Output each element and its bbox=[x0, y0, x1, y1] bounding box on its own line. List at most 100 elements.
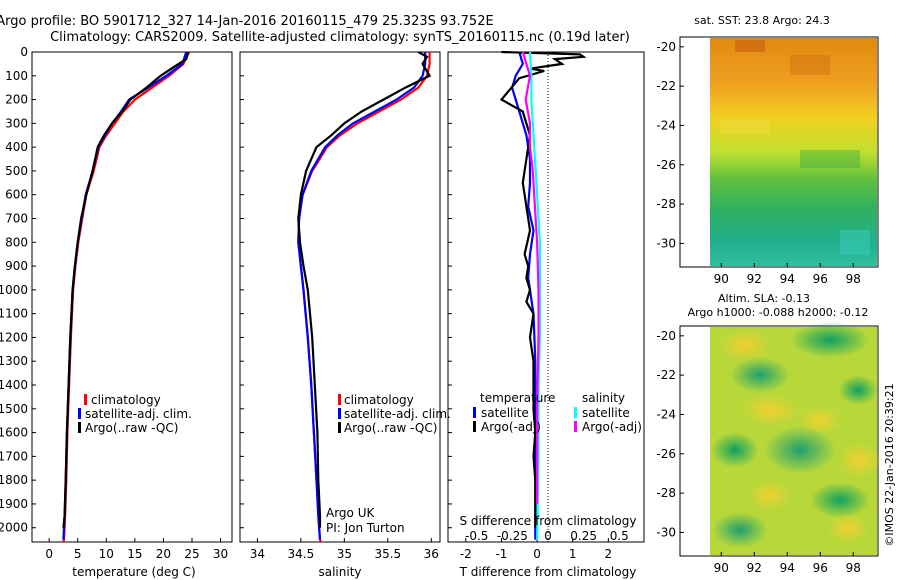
legend-swatch-argo bbox=[338, 422, 341, 433]
depth-tick-label: 600 bbox=[5, 188, 28, 202]
x-tick-label: 10 bbox=[99, 547, 114, 561]
depth-tick-label: 900 bbox=[5, 259, 28, 273]
legend-swatch-sal-argo bbox=[574, 421, 577, 432]
sst-x-axis: 90 92 94 96 98 bbox=[714, 263, 861, 286]
sla-blob bbox=[712, 512, 768, 548]
s-tick-label: 0.5 bbox=[610, 529, 629, 543]
x-tick-label: 34 bbox=[250, 547, 265, 561]
depth-tick-label: 1400 bbox=[0, 378, 28, 392]
lat-tick-label: -22 bbox=[656, 79, 676, 93]
lat-tick-label: -30 bbox=[656, 236, 676, 250]
sla-map-title1: Altim. SLA: -0.13 bbox=[718, 292, 810, 305]
legend-label: satellite bbox=[582, 406, 630, 420]
lon-tick-label: 90 bbox=[714, 272, 729, 286]
lon-tick-label: 96 bbox=[813, 272, 828, 286]
lat-tick-label: -20 bbox=[656, 329, 676, 343]
sla-blob bbox=[730, 357, 790, 393]
sst-texture-patch bbox=[735, 40, 765, 52]
salinity-panel-frame bbox=[239, 51, 441, 543]
x-tick-label: 30 bbox=[213, 547, 228, 561]
depth-tick-label: 1900 bbox=[0, 497, 28, 511]
legend-label: Argo(-adj) bbox=[582, 420, 642, 434]
series-line-argo-raw-qc bbox=[62, 51, 190, 528]
depth-tick-label: 1100 bbox=[0, 307, 28, 321]
salinity-x-axis: 34 34.5 35 35.5 36 bbox=[250, 538, 439, 561]
depth-tick-label: 700 bbox=[5, 212, 28, 226]
series-line-satellite-adj-clim bbox=[62, 51, 188, 540]
lon-tick-label: 96 bbox=[813, 561, 828, 575]
depth-tick-label: 300 bbox=[5, 116, 28, 130]
temperature-series bbox=[62, 51, 191, 543]
s-tick-label: 0.25 bbox=[570, 529, 597, 543]
sla-blob bbox=[838, 442, 882, 478]
sst-y-axis: -20 -22 -24 -26 -28 -30 bbox=[656, 40, 684, 250]
sst-texture-patch bbox=[720, 120, 770, 134]
series-line-satellite-adj-clim bbox=[297, 52, 427, 540]
legend-label: satellite-adj. clim. bbox=[85, 407, 192, 421]
temperature-x-axis: 0 5 10 15 20 25 30 bbox=[45, 538, 228, 561]
sst-map-image bbox=[710, 38, 877, 266]
depth-tick-label: 800 bbox=[5, 235, 28, 249]
legend-label: satellite bbox=[481, 406, 529, 420]
depth-tick-label: 1200 bbox=[0, 330, 28, 344]
depth-tick-label: 500 bbox=[5, 164, 28, 178]
imos-stamp: ©IMOS 22-Jan-2016 20:39:21 bbox=[883, 383, 896, 546]
lat-tick-label: -24 bbox=[656, 407, 676, 421]
legend-swatch-sal-satellite bbox=[574, 407, 577, 418]
salinity-legend: climatology satellite-adj. clim. Argo(..… bbox=[338, 393, 451, 435]
x-tick-label: 25 bbox=[184, 547, 199, 561]
legend-swatch-temp-satellite bbox=[473, 407, 476, 418]
lon-tick-label: 94 bbox=[780, 561, 795, 575]
temperature-xlabel: temperature (deg C) bbox=[72, 565, 195, 579]
difference-series bbox=[499, 50, 587, 540]
lat-tick-label: -28 bbox=[656, 197, 676, 211]
sla-blob bbox=[764, 426, 836, 474]
sla-y-axis: -20 -22 -24 -26 -28 -30 bbox=[656, 329, 684, 539]
lon-tick-label: 98 bbox=[846, 272, 861, 286]
salinity-difference-axis: -0.5-0.2500.250.5 bbox=[465, 529, 629, 543]
temperature-legend: climatology satellite-adj. clim. Argo(..… bbox=[78, 393, 192, 435]
difference-panel-frame bbox=[447, 51, 645, 543]
x-tick-label: 35 bbox=[337, 547, 352, 561]
chart-title-line1: Argo profile: BO 5901712_327 14-Jan-2016… bbox=[0, 14, 494, 29]
difference-x-axis: -2 -1 0 1 2 bbox=[460, 538, 612, 561]
legend-label: Argo(-adj) bbox=[481, 420, 541, 434]
legend-swatch-satellite bbox=[338, 408, 341, 419]
pi-note: PI: Jon Turton bbox=[326, 521, 405, 535]
depth-tick-label: 1600 bbox=[0, 426, 28, 440]
depth-tick-label: 1000 bbox=[0, 283, 28, 297]
sst-texture-patch bbox=[800, 150, 860, 168]
depth-tick-label: 1700 bbox=[0, 449, 28, 463]
lon-tick-label: 90 bbox=[714, 561, 729, 575]
sla-map-image bbox=[710, 322, 882, 555]
x-tick-label: 1 bbox=[569, 547, 577, 561]
salinity-xlabel: salinity bbox=[318, 565, 361, 579]
legend-swatch-temp-argo bbox=[473, 421, 476, 432]
sla-blob bbox=[748, 480, 792, 510]
lon-tick-label: 92 bbox=[747, 561, 762, 575]
sla-blob bbox=[711, 432, 759, 468]
lat-tick-label: -22 bbox=[656, 368, 676, 382]
sla-blob bbox=[838, 375, 878, 405]
x-tick-label: 0 bbox=[533, 547, 541, 561]
x-tick-label: 34.5 bbox=[288, 547, 315, 561]
sla-x-axis: 90 92 94 96 98 bbox=[714, 552, 861, 575]
depth-tick-label: 1800 bbox=[0, 473, 28, 487]
lat-tick-label: -26 bbox=[656, 158, 676, 172]
institution-note: Argo UK bbox=[326, 506, 375, 520]
lat-tick-label: -30 bbox=[656, 525, 676, 539]
x-tick-label: 15 bbox=[127, 547, 142, 561]
lon-tick-label: 92 bbox=[747, 272, 762, 286]
sst-map-title: sat. SST: 23.8 Argo: 24.3 bbox=[694, 14, 830, 27]
lat-tick-label: -26 bbox=[656, 447, 676, 461]
s-tick-label: -0.5 bbox=[465, 529, 488, 543]
x-tick-label: 20 bbox=[156, 547, 171, 561]
lat-tick-label: -20 bbox=[656, 40, 676, 54]
sst-texture-patch bbox=[790, 55, 830, 75]
legend-swatch-argo bbox=[78, 422, 81, 433]
series-line-climatology bbox=[62, 51, 191, 543]
salinity-series bbox=[297, 51, 432, 543]
sla-map-title2: Argo h1000: -0.088 h2000: -0.12 bbox=[688, 306, 869, 319]
x-tick-label: -2 bbox=[460, 547, 472, 561]
depth-tick-label: 1500 bbox=[0, 402, 28, 416]
